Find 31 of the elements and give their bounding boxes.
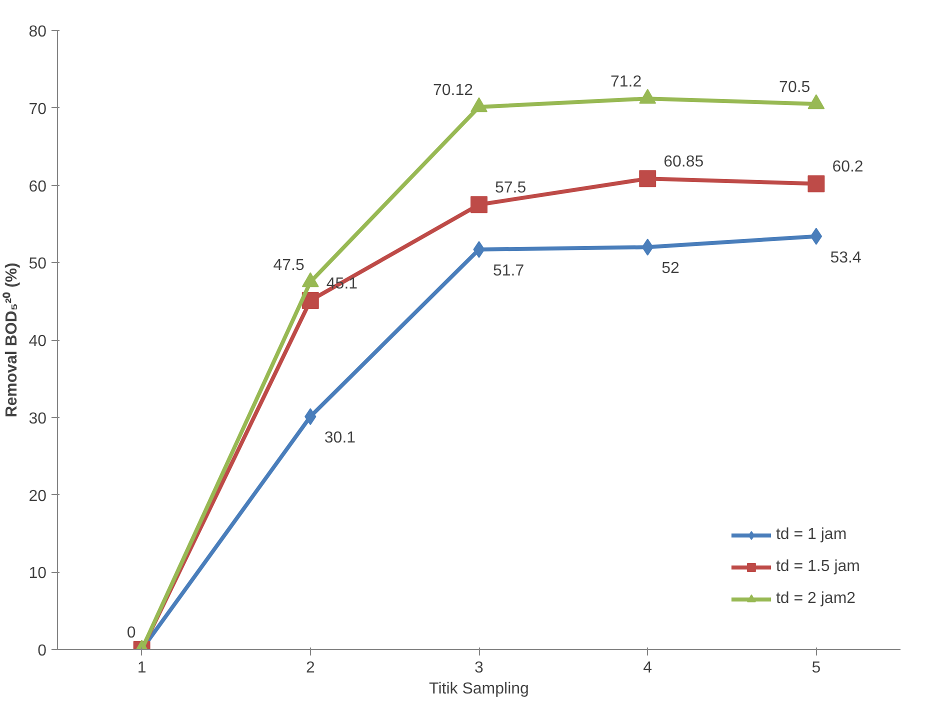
legend-label: td = 1.5 jam	[776, 558, 860, 576]
data-label: 70.12	[432, 82, 474, 99]
y-axis-title: Removal BOD₅²⁰ (%)	[2, 262, 21, 418]
y-tick-label: 0	[38, 642, 47, 660]
y-tick-label: 70	[28, 100, 47, 118]
y-tick-label: 30	[28, 410, 47, 428]
data-label: 53.4	[830, 249, 862, 266]
y-tick-label: 50	[28, 256, 47, 273]
legend-label: td = 1 jam	[776, 526, 847, 544]
data-label: 60.85	[664, 154, 704, 171]
x-tick-label: 3	[474, 660, 484, 676]
x-tick-label: 2	[306, 660, 315, 676]
x-tick-label: 4	[643, 660, 652, 676]
data-label: 52	[662, 260, 680, 278]
y-tick-label: 40	[28, 333, 47, 350]
data-label: 47.5	[273, 256, 304, 274]
y-tick-label: 20	[28, 488, 47, 505]
y-tick-label: 80	[28, 24, 47, 40]
data-label: 0	[126, 624, 136, 642]
x-axis-title: Titik Sampling	[429, 680, 529, 698]
data-label: 60.2	[832, 158, 864, 176]
data-label: 51.7	[493, 262, 524, 280]
x-tick-label: 1	[137, 660, 146, 676]
data-label: 71.2	[610, 74, 642, 91]
data-label: 70.5	[779, 79, 810, 96]
legend-label: td = 2 jam2	[776, 590, 856, 608]
x-tick-label: 5	[812, 660, 821, 676]
data-label: 30.1	[324, 430, 356, 447]
y-tick-label: 10	[28, 565, 47, 582]
data-label: 57.5	[495, 180, 526, 197]
y-tick-label: 60	[28, 178, 47, 196]
